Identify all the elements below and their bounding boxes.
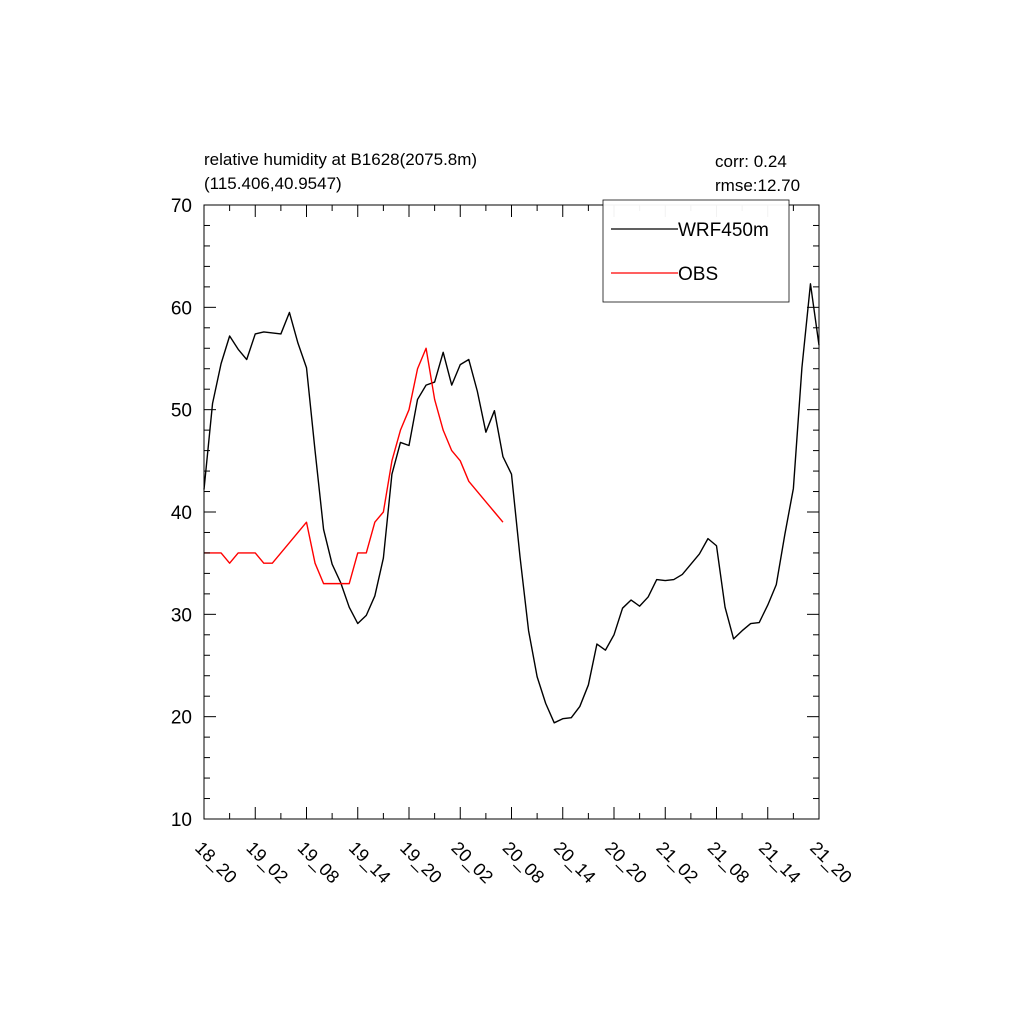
legend-label-obs: OBS: [678, 264, 718, 285]
chart-title: relative humidity at B1628(2075.8m): [204, 150, 477, 169]
legend-box: [602, 199, 790, 303]
y-tick-label: 20: [171, 708, 192, 729]
x-tick-label: 21_14: [754, 838, 804, 888]
y-tick-label: 60: [171, 298, 192, 319]
x-tick-label: 20_02: [447, 838, 497, 888]
x-tick-label: 20_20: [600, 838, 650, 888]
x-tick-label: 19_02: [242, 838, 292, 888]
legend: WRF450m OBS: [602, 199, 790, 303]
x-tick-label: 21_08: [703, 838, 753, 888]
chart-subtitle: (115.406,40.9547): [204, 174, 342, 193]
series-line-wrf450m: [203, 283, 820, 724]
x-tick-label: 19_20: [395, 838, 445, 888]
x-tick-label: 19_08: [293, 838, 343, 888]
x-tick-label: 18_20: [190, 838, 240, 888]
x-tick-label: 20_08: [498, 838, 548, 888]
x-tick-label: 20_14: [549, 838, 599, 888]
rmse-stat: rmse:12.70: [715, 176, 800, 195]
legend-label-wrf450m: WRF450m: [678, 220, 769, 241]
y-tick-label: 30: [171, 605, 192, 626]
y-tick-label: 10: [171, 810, 192, 831]
series-line-obs: [204, 347, 504, 585]
x-tick-label: 21_02: [652, 838, 702, 888]
corr-stat: corr: 0.24: [715, 152, 787, 171]
y-tick-label: 50: [171, 401, 192, 422]
x-tick-label: 21_20: [805, 838, 855, 888]
y-tick-label: 40: [171, 503, 192, 524]
y-tick-label: 70: [171, 196, 192, 217]
series-layer: [203, 283, 820, 724]
x-tick-label: 19_14: [344, 838, 394, 888]
